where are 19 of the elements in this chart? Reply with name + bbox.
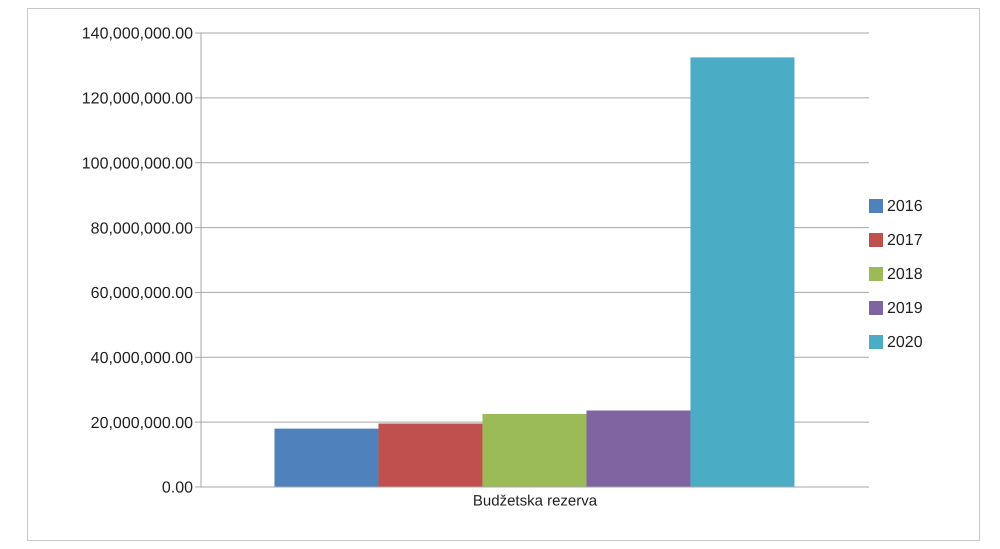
x-tick-label: Budžetska rezerva	[472, 492, 598, 510]
legend-label: 2018	[887, 266, 923, 282]
bar	[274, 428, 378, 487]
y-tick-label: 100,000,000.00	[82, 155, 194, 172]
y-tick-label: 140,000,000.00	[82, 26, 194, 43]
y-tick-label: 120,000,000.00	[82, 90, 194, 108]
bar	[690, 57, 794, 487]
bar	[378, 423, 482, 487]
y-tick-label: 60,000,000.00	[90, 285, 194, 302]
y-tick-label: 80,000,000.00	[90, 220, 194, 238]
legend-label: 2016	[887, 198, 923, 214]
legend-label: 2017	[887, 232, 923, 248]
bar	[586, 410, 690, 487]
y-tick-label: 20,000,000.00	[90, 414, 194, 432]
y-tick-label: 0.00	[162, 480, 194, 497]
legend-label: 2019	[887, 300, 923, 316]
bar	[482, 414, 586, 487]
legend-label: 2020	[887, 334, 923, 350]
y-tick-label: 40,000,000.00	[90, 350, 194, 367]
